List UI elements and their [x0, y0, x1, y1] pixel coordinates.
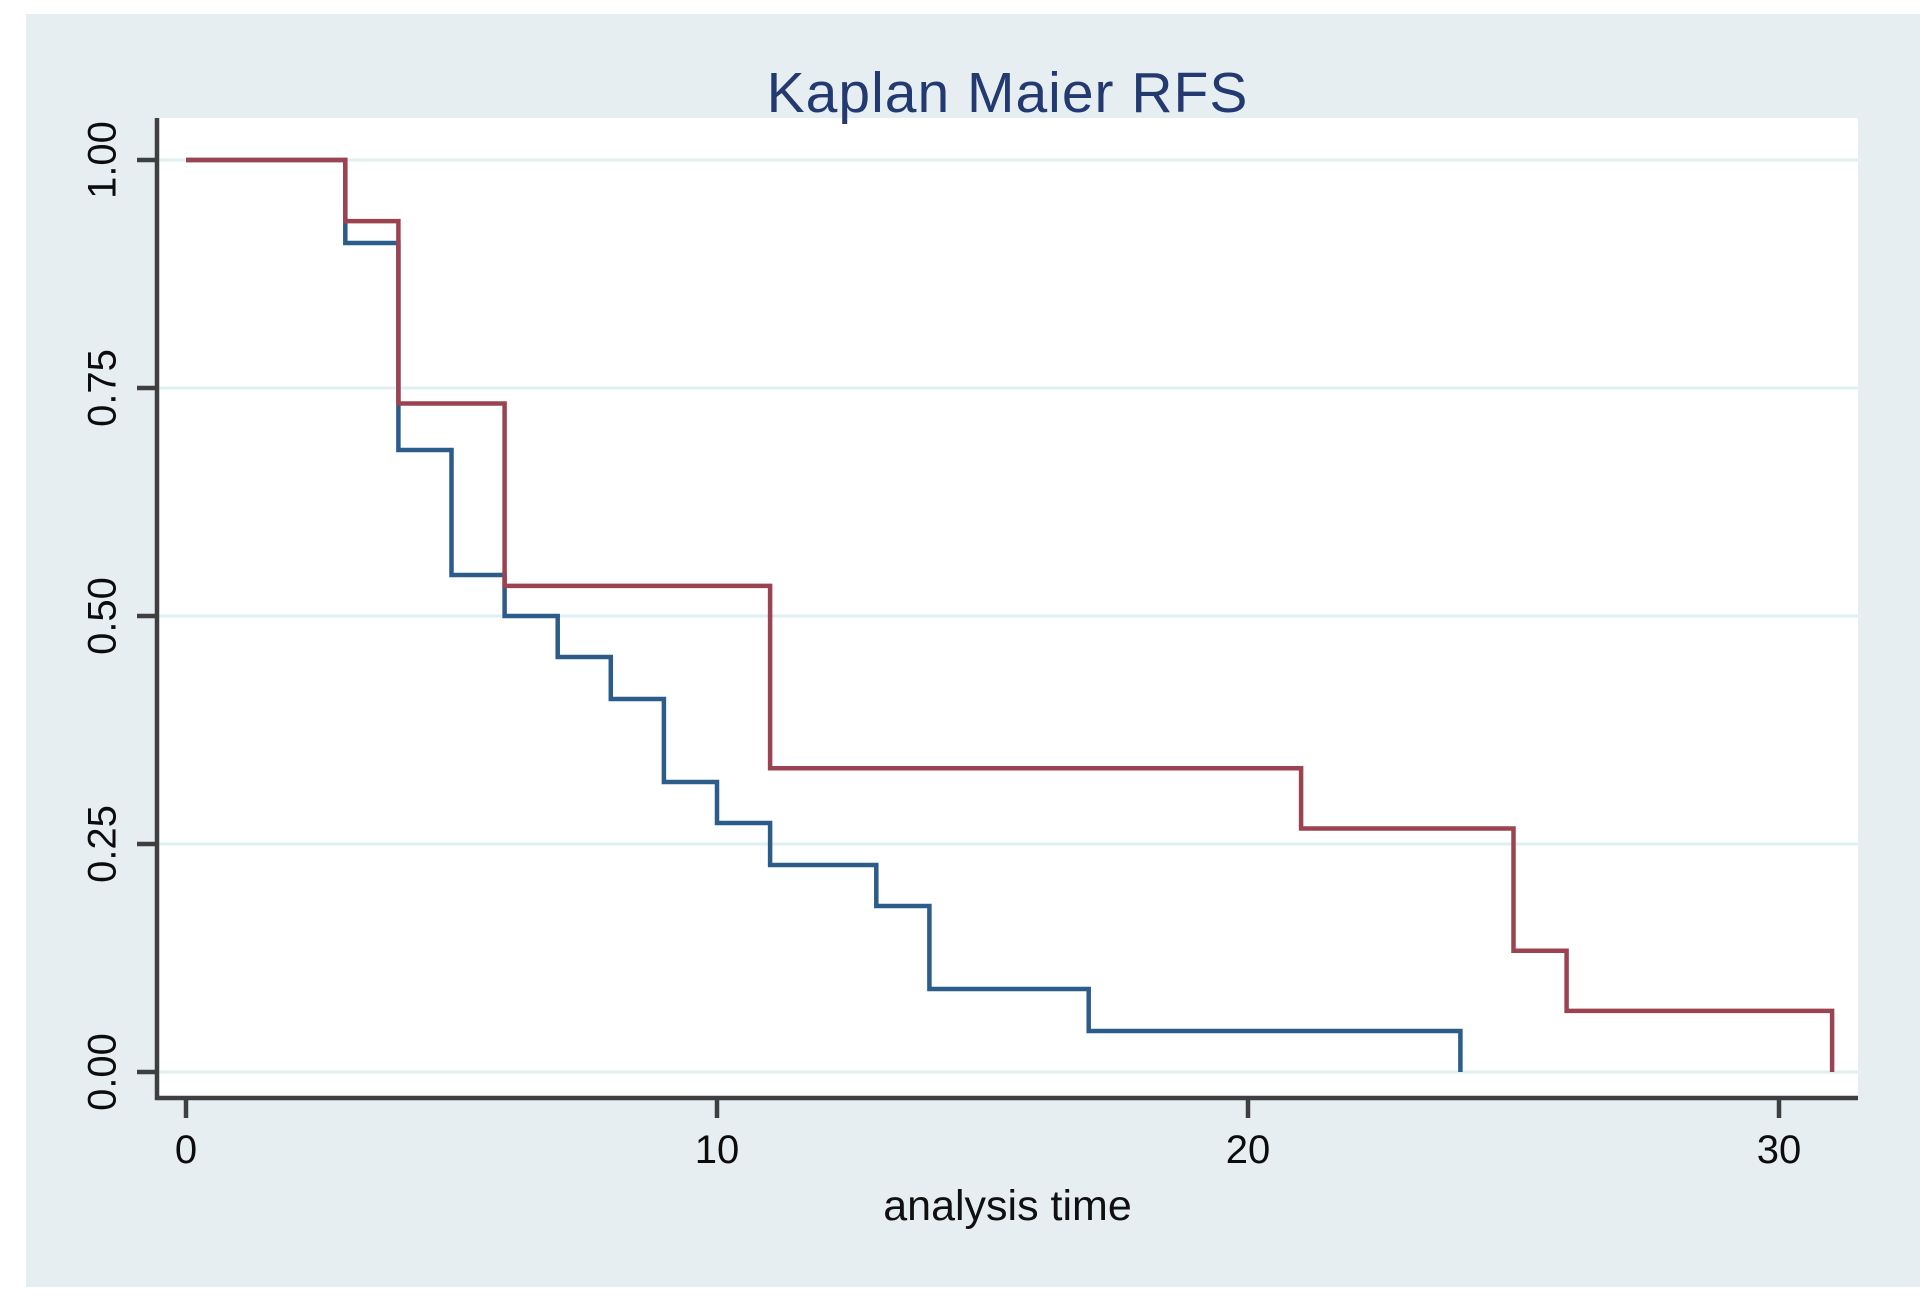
survival-curve-group-2-maroon: [186, 157, 1835, 1072]
x-axis-tick-label: 0: [174, 1128, 198, 1172]
y-axis-tick-label: 0.25: [80, 805, 125, 883]
x-axis-title: analysis time: [883, 1182, 1132, 1230]
chart-title: Kaplan Maier RFS: [766, 61, 1249, 125]
y-axis-tick-label: 0.50: [80, 577, 125, 655]
x-axis-tick-label: 20: [1225, 1128, 1271, 1172]
x-axis-tick-label: 30: [1756, 1128, 1802, 1172]
plot-background: [157, 118, 1858, 1098]
x-axis-tick-label: 10: [694, 1128, 740, 1172]
y-axis-tick-label: 1.00: [80, 121, 125, 199]
survival-curve-group-1-navy: [186, 157, 1463, 1072]
y-axis-tick-label: 0.00: [80, 1033, 125, 1111]
y-axis-tick-label: 0.75: [80, 349, 125, 427]
